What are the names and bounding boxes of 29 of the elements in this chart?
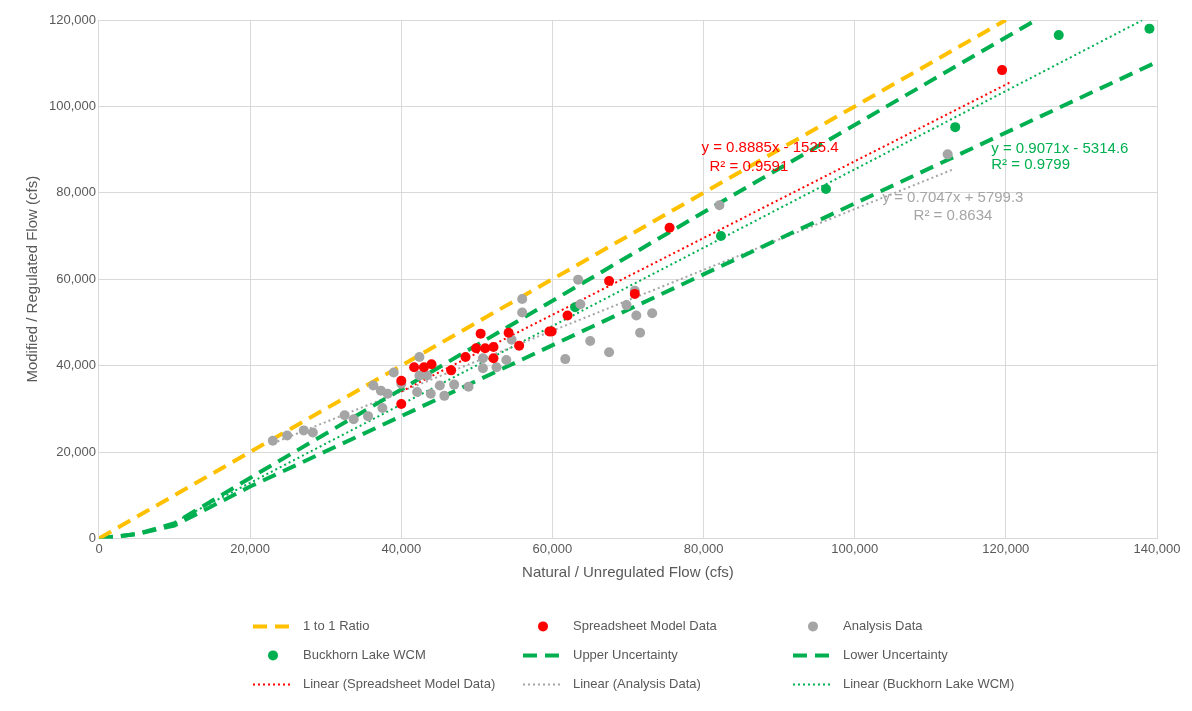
y-tick-label: 80,000 [56,184,96,200]
y-axis-title: Modified / Regulated Flow (cfs) [23,175,41,383]
legend-label: Buckhorn Lake WCM [303,646,426,662]
legend-label: 1 to 1 Ratio [303,617,370,633]
annotation: R² = 0.9799 [991,155,1071,173]
y-tick-label: 40,000 [56,357,96,373]
x-tick-label: 140,000 [1133,540,1181,556]
annotation: y = 0.7047x + 5799.3 [882,187,1024,205]
legend-label: Spreadsheet Model Data [573,617,718,633]
legend-label: Linear (Spreadsheet Model Data) [303,675,496,691]
x-tick-label: 40,000 [381,540,422,556]
annotation: y = 0.9071x - 5314.6 [991,139,1129,157]
y-tick-label: 60,000 [56,270,96,286]
legend-label: Lower Uncertainty [843,646,949,662]
legend-label: Analysis Data [843,617,924,633]
x-tick-label: 80,000 [683,540,724,556]
y-tick-label: 0 [88,529,96,545]
legend-label: Linear (Buckhorn Lake WCM) [843,675,1015,691]
legend-label: Linear (Analysis Data) [573,675,701,691]
legend-label: Upper Uncertainty [573,646,679,662]
x-tick-label: 120,000 [982,540,1030,556]
x-tick-label: 60,000 [532,540,573,556]
x-axis-title: Natural / Unregulated Flow (cfs) [522,563,734,581]
y-tick-label: 20,000 [56,443,96,459]
y-tick-label: 120,000 [48,11,96,27]
annotation: R² = 0.8634 [913,205,993,223]
x-tick-label: 20,000 [230,540,271,556]
y-tick-label: 100,000 [48,97,96,113]
x-tick-label: 100,000 [831,540,879,556]
